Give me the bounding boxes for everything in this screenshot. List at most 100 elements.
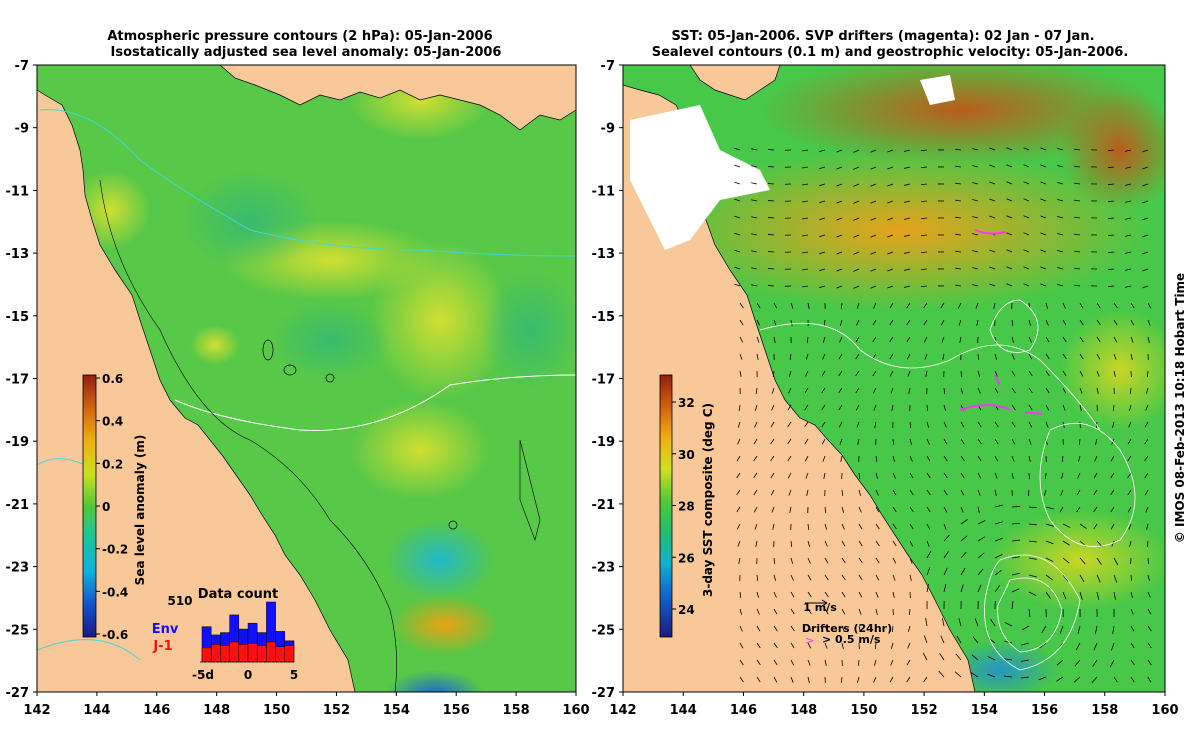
j1-bar: [248, 643, 257, 662]
sst-yellow-east: [1060, 310, 1180, 430]
sst-tick-label: 32: [678, 396, 695, 410]
sla-tick-label: -0.2: [102, 543, 128, 557]
sla-tick-label: 0.6: [102, 372, 123, 386]
sst-colorbar-label: 3-day SST composite (deg C): [701, 403, 715, 597]
right-y-tick-label: -27: [592, 686, 616, 701]
right-x-tick-label: 144: [670, 703, 697, 718]
right-x-tick-label: 146: [730, 703, 757, 718]
left-y-tick-label: -27: [6, 686, 30, 701]
right-y-tick-label: -9: [601, 122, 615, 137]
right-y-tick-label: -7: [601, 59, 615, 74]
velocity-vector: [768, 166, 774, 167]
velocity-vector: [768, 183, 774, 184]
inset-j1-label: J-1: [152, 639, 172, 654]
right-y-tick-label: -19: [592, 435, 616, 450]
right-y-tick-label: -11: [592, 184, 616, 199]
left-x-tick-label: 146: [143, 703, 170, 718]
right-y-tick-label: -13: [592, 247, 616, 262]
right-title-line2: Sealevel contours (0.1 m) and geostrophi…: [652, 45, 1129, 60]
sla-low-west: [180, 170, 320, 270]
right-y-tick-label: -23: [592, 561, 616, 576]
inset-x-tick-label: -5d: [192, 668, 214, 682]
j1-bar: [220, 646, 229, 662]
sla-low-eddy: [385, 520, 495, 600]
left-title-line1: Atmospheric pressure contours (2 hPa): 0…: [107, 29, 492, 44]
velocity-vector: [1148, 558, 1149, 564]
right-y-tick-label: -15: [592, 310, 616, 325]
velocity-vector: [768, 217, 774, 218]
left-y-tick-label: -17: [6, 373, 30, 388]
sst-tick-label: 28: [678, 500, 695, 514]
sla-low-east: [480, 270, 580, 390]
inset-env-label: Env: [152, 622, 179, 637]
sst-tick-label: 24: [678, 603, 695, 617]
right-x-tick-label: 142: [609, 703, 636, 718]
left-x-tick-label: 154: [383, 703, 410, 718]
right-y-tick-label: -21: [592, 498, 616, 513]
left-x-tick-label: 156: [443, 703, 470, 718]
j1-bar: [211, 644, 220, 662]
velocity-vector: [768, 268, 774, 269]
right-y-tick-label: -17: [592, 373, 616, 388]
j1-bar: [266, 642, 275, 662]
sla-colorbar: [83, 375, 96, 637]
left-y-tick-label: -21: [6, 498, 30, 513]
right-map-field: [623, 55, 1180, 700]
sla-tick-label: 0: [102, 500, 110, 514]
right-x-tick-label: 152: [911, 703, 938, 718]
sla-tick-label: 0.4: [102, 415, 123, 429]
credit-text: © IMOS 08-Feb-2013 10:18 Hobart Time: [1173, 273, 1187, 543]
left-y-tick-label: -23: [6, 561, 30, 576]
left-title-line2: Isostatically adjusted sea level anomaly…: [111, 45, 502, 60]
sla-high-south: [350, 400, 490, 500]
sla-tick-label: 0.2: [102, 457, 123, 471]
sla-low-mid: [270, 300, 390, 380]
left-x-tick-label: 158: [503, 703, 530, 718]
left-y-tick-label: -11: [6, 184, 30, 199]
left-y-tick-label: -7: [15, 59, 29, 74]
velocity-vector: [768, 251, 774, 252]
left-map-field: [37, 60, 580, 720]
sla-high-small: [190, 325, 240, 365]
right-x-tick-label: 158: [1091, 703, 1118, 718]
velocity-vector: [768, 149, 774, 150]
left-x-tick-label: 144: [83, 703, 110, 718]
sst-yellow-south: [990, 510, 1170, 610]
j1-bar: [202, 648, 211, 662]
right-y-tick-label: -25: [592, 623, 616, 638]
left-y-tick-label: -25: [6, 623, 30, 638]
left-x-tick-label: 160: [562, 703, 589, 718]
drifter-speed-label: > 0.5 m/s: [822, 633, 881, 646]
j1-bar: [285, 646, 294, 662]
inset-x-tick-label: 5: [290, 668, 298, 682]
velocity-vector: [768, 234, 774, 235]
left-x-tick-label: 150: [263, 703, 290, 718]
right-map: SST: 05-Jan-2006. SVP drifters (magenta)…: [592, 29, 1181, 718]
drifter-legend-marker: >: [805, 634, 814, 647]
velocity-vector: [768, 285, 774, 286]
sla-tick-label: -0.4: [102, 585, 128, 599]
left-map: Atmospheric pressure contours (2 hPa): 0…: [6, 29, 590, 720]
right-x-tick-label: 156: [1031, 703, 1058, 718]
sst-tick-label: 30: [678, 448, 695, 462]
velocity-scale-label: 1 m/s: [803, 601, 837, 614]
sla-high-eddy: [390, 595, 500, 655]
inset-x-tick-label: 0: [244, 668, 252, 682]
velocity-vector: [1131, 575, 1132, 581]
velocity-vector: [768, 200, 774, 201]
left-y-tick-label: -19: [6, 435, 30, 450]
inset-title: Data count: [198, 587, 278, 602]
j1-bar: [276, 647, 285, 662]
inset-max-label: 510: [167, 594, 192, 608]
j1-bar: [230, 642, 239, 662]
sla-colorbar-label: Sea level anomaly (m): [133, 435, 147, 586]
right-x-tick-label: 148: [790, 703, 817, 718]
left-x-tick-label: 152: [323, 703, 350, 718]
right-x-tick-label: 154: [971, 703, 998, 718]
sst-tick-label: 26: [678, 551, 695, 565]
j1-bar: [239, 644, 248, 662]
sla-tick-label: -0.6: [102, 628, 128, 642]
left-y-tick-label: -13: [6, 247, 30, 262]
